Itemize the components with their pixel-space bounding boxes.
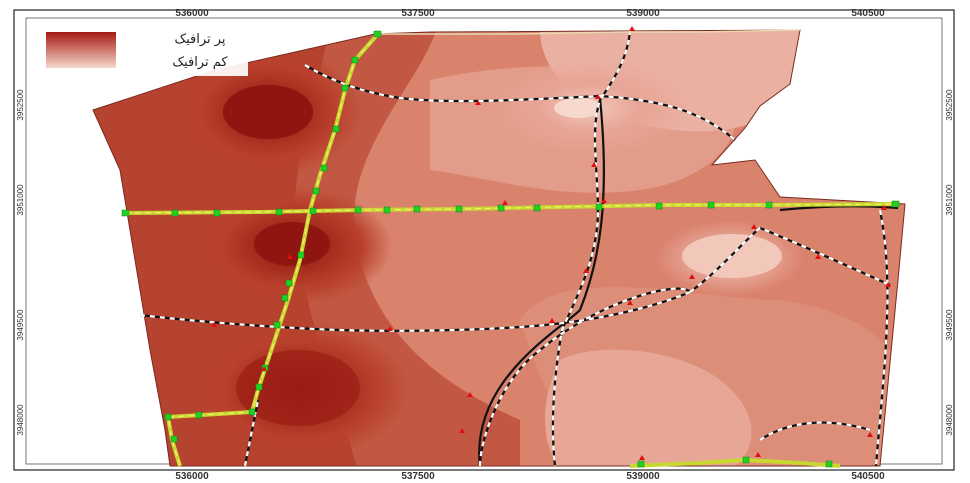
traffic-surface [93,30,905,466]
y-tick-label: 3948000 [16,404,25,436]
traffic-points [211,26,891,460]
legend-low-label: کم ترافیک [172,55,228,70]
highway-nodes [121,30,900,468]
x-tick-label: 540500 [851,8,885,19]
legend: پر ترافیک کم ترافیک [38,26,248,76]
map-frame [13,9,955,471]
y-tick-label: 3949500 [945,309,954,341]
y-tick-label: 3951000 [16,184,25,216]
x-tick-label: 536000 [175,8,209,19]
x-tick-label: 537500 [401,8,435,19]
legend-high-label: پر ترافیک [174,32,225,47]
y-tick-label: 3952500 [945,89,954,121]
legend-color-ramp [46,32,116,68]
y-tick-label: 3949500 [16,309,25,341]
y-tick-label: 3952500 [16,89,25,121]
x-ticks-bottom: 536000 537500 539000 540500 [175,471,885,482]
x-tick-label: 539000 [626,8,660,19]
y-tick-label: 3948000 [945,404,954,436]
x-ticks-top: 536000 537500 539000 540500 [175,8,885,19]
x-tick-label: 537500 [401,471,435,482]
study-area-outline [92,29,906,467]
x-tick-label: 540500 [851,471,885,482]
x-tick-label: 539000 [626,471,660,482]
x-tick-label: 536000 [175,471,209,482]
y-tick-label: 3951000 [945,184,954,216]
y-ticks-right: 3952500 3951000 3949500 3948000 [945,89,954,436]
y-ticks-left: 3952500 3951000 3949500 3948000 [16,89,25,436]
